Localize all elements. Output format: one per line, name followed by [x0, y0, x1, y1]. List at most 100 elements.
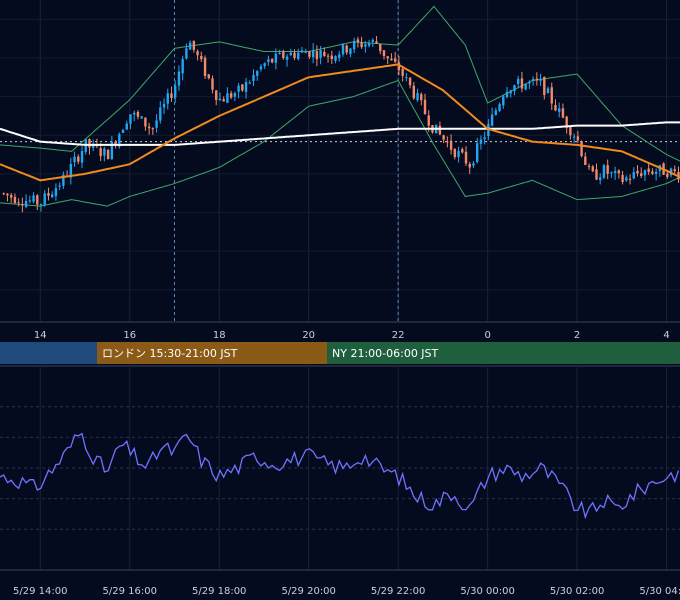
candle-body	[498, 104, 501, 111]
candle-body	[300, 50, 304, 53]
candle-body	[252, 74, 255, 81]
candle-body	[490, 114, 494, 126]
candle-body	[304, 52, 307, 54]
candle-body	[584, 156, 587, 166]
candle-body	[69, 163, 73, 178]
candle-body	[367, 42, 371, 46]
candle-body	[54, 188, 58, 197]
candle-body	[147, 126, 151, 129]
session-label: ロンドン 15:30-21:00 JST	[102, 347, 238, 360]
candle-body	[352, 40, 356, 50]
candle-body	[196, 51, 199, 56]
candle-body	[326, 55, 330, 57]
bottom-x-tick-label: 5/29 22:00	[371, 586, 425, 597]
candle-body	[267, 59, 270, 62]
candle-body	[185, 48, 188, 59]
candle-body	[241, 84, 244, 91]
candle-body	[613, 171, 617, 174]
session-bar: ロンドン 15:30-21:00 JST NY 21:00-06:00 JST	[0, 342, 680, 364]
price-panel-background	[0, 0, 680, 322]
bottom-x-tick-label: 5/29 18:00	[192, 586, 246, 597]
candle-body	[319, 50, 322, 58]
candle-body	[427, 115, 430, 126]
candle-body	[259, 66, 263, 70]
candle-body	[125, 123, 128, 130]
candle-body	[21, 204, 24, 206]
candle-body	[140, 116, 143, 119]
candle-body	[535, 78, 539, 81]
indicator-panel	[0, 365, 680, 570]
candle-body	[494, 110, 498, 115]
candle-body	[118, 134, 121, 147]
candle-body	[218, 98, 222, 101]
candle-body	[39, 204, 43, 206]
candle-body	[602, 165, 606, 178]
candle-body	[375, 41, 378, 44]
bottom-x-tick-label: 5/30 04:00	[639, 586, 680, 597]
price-grid	[0, 0, 680, 322]
candle-body	[13, 196, 17, 203]
session-label: NY 21:00-06:00 JST	[332, 347, 439, 360]
indicator-line	[0, 432, 680, 520]
candle-body	[293, 52, 296, 58]
bottom-x-tick-label: 5/30 02:00	[550, 586, 604, 597]
candle-body	[270, 58, 274, 63]
candle-body	[572, 136, 576, 138]
candle-body	[237, 85, 240, 92]
candle-body	[632, 172, 635, 179]
candle-body	[308, 51, 311, 57]
candle-body	[457, 150, 460, 158]
candle-body	[617, 170, 621, 174]
candle-body	[393, 58, 397, 62]
candle-body	[386, 56, 389, 59]
candle-body	[420, 94, 423, 101]
candle-body	[464, 151, 468, 164]
candle-body	[569, 127, 572, 136]
candle-body	[43, 193, 46, 206]
candle-body	[233, 93, 237, 97]
candle-body	[248, 82, 251, 84]
candle-body	[580, 141, 583, 157]
candlestick-series	[2, 35, 680, 213]
candle-body	[401, 68, 404, 76]
price-x-tick-label: 20	[302, 330, 315, 341]
candle-body	[423, 99, 427, 115]
candle-body	[80, 150, 84, 163]
candle-body	[636, 170, 639, 174]
candle-body	[144, 117, 147, 127]
candle-body	[483, 137, 486, 140]
bottom-x-tick-label: 5/30 00:00	[460, 586, 514, 597]
candle-body	[177, 71, 181, 86]
candle-body	[397, 62, 401, 71]
candle-body	[364, 44, 367, 47]
candle-body	[103, 148, 106, 156]
candle-body	[338, 54, 341, 58]
candle-body	[73, 156, 76, 163]
candle-body	[461, 149, 464, 153]
candle-body	[166, 93, 169, 104]
session-segment	[0, 342, 97, 364]
candle-body	[162, 103, 166, 108]
price-x-tick-label: 16	[123, 330, 136, 341]
candle-body	[181, 59, 184, 74]
candle-body	[174, 85, 177, 98]
candle-body	[114, 141, 117, 145]
candle-body	[278, 52, 281, 55]
candle-body	[244, 82, 248, 92]
candle-body	[565, 116, 568, 128]
candle-body	[99, 148, 102, 157]
candle-body	[550, 87, 553, 104]
candle-body	[345, 45, 348, 53]
candle-body	[129, 114, 132, 124]
candle-body	[133, 112, 136, 115]
candle-body	[587, 166, 591, 168]
candle-body	[643, 170, 647, 176]
candle-body	[606, 165, 609, 174]
candle-body	[151, 128, 155, 130]
candle-body	[554, 105, 557, 111]
candle-body	[610, 172, 613, 174]
candle-body	[468, 163, 471, 168]
candle-body	[330, 55, 333, 60]
price-panel	[0, 0, 680, 322]
candle-body	[505, 91, 509, 98]
